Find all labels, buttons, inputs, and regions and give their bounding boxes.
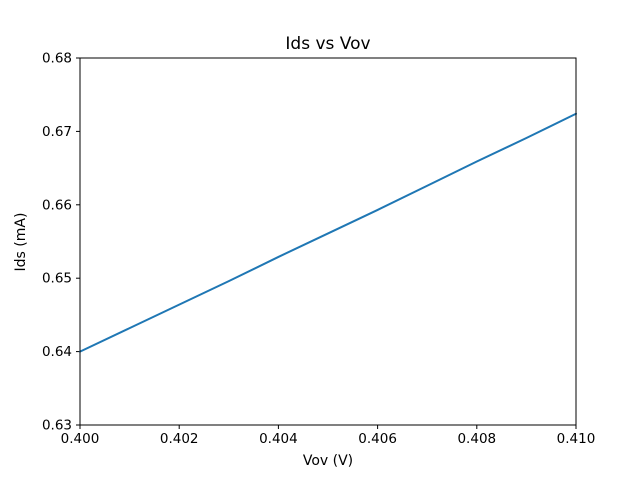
x-tick-label: 0.402 [160,431,199,447]
x-axis-ticks: 0.400 0.402 0.404 0.406 0.408 0.410 [61,425,596,447]
x-tick-label: 0.408 [457,431,496,447]
data-series [79,112,577,353]
y-tick-label: 0.66 [42,197,72,213]
y-tick-label: 0.64 [42,344,72,360]
y-tick-label: 0.67 [42,124,72,140]
x-tick-label: 0.410 [557,431,596,447]
y-axis-label: Ids (mA) [13,213,29,272]
plot-border [79,57,577,426]
y-tick-label: 0.65 [42,271,72,287]
x-tick-label: 0.404 [259,431,298,447]
y-tick-label: 0.63 [42,418,72,434]
y-tick-label: 0.68 [42,51,72,67]
series-line-Ids [79,112,577,353]
x-axis-label: Vov (V) [303,453,353,469]
chart-title: Ids vs Vov [285,34,370,54]
x-tick-label: 0.400 [61,431,100,447]
y-axis-ticks: 0.63 0.64 0.65 0.66 0.67 0.68 [42,51,80,434]
x-tick-label: 0.406 [358,431,397,447]
